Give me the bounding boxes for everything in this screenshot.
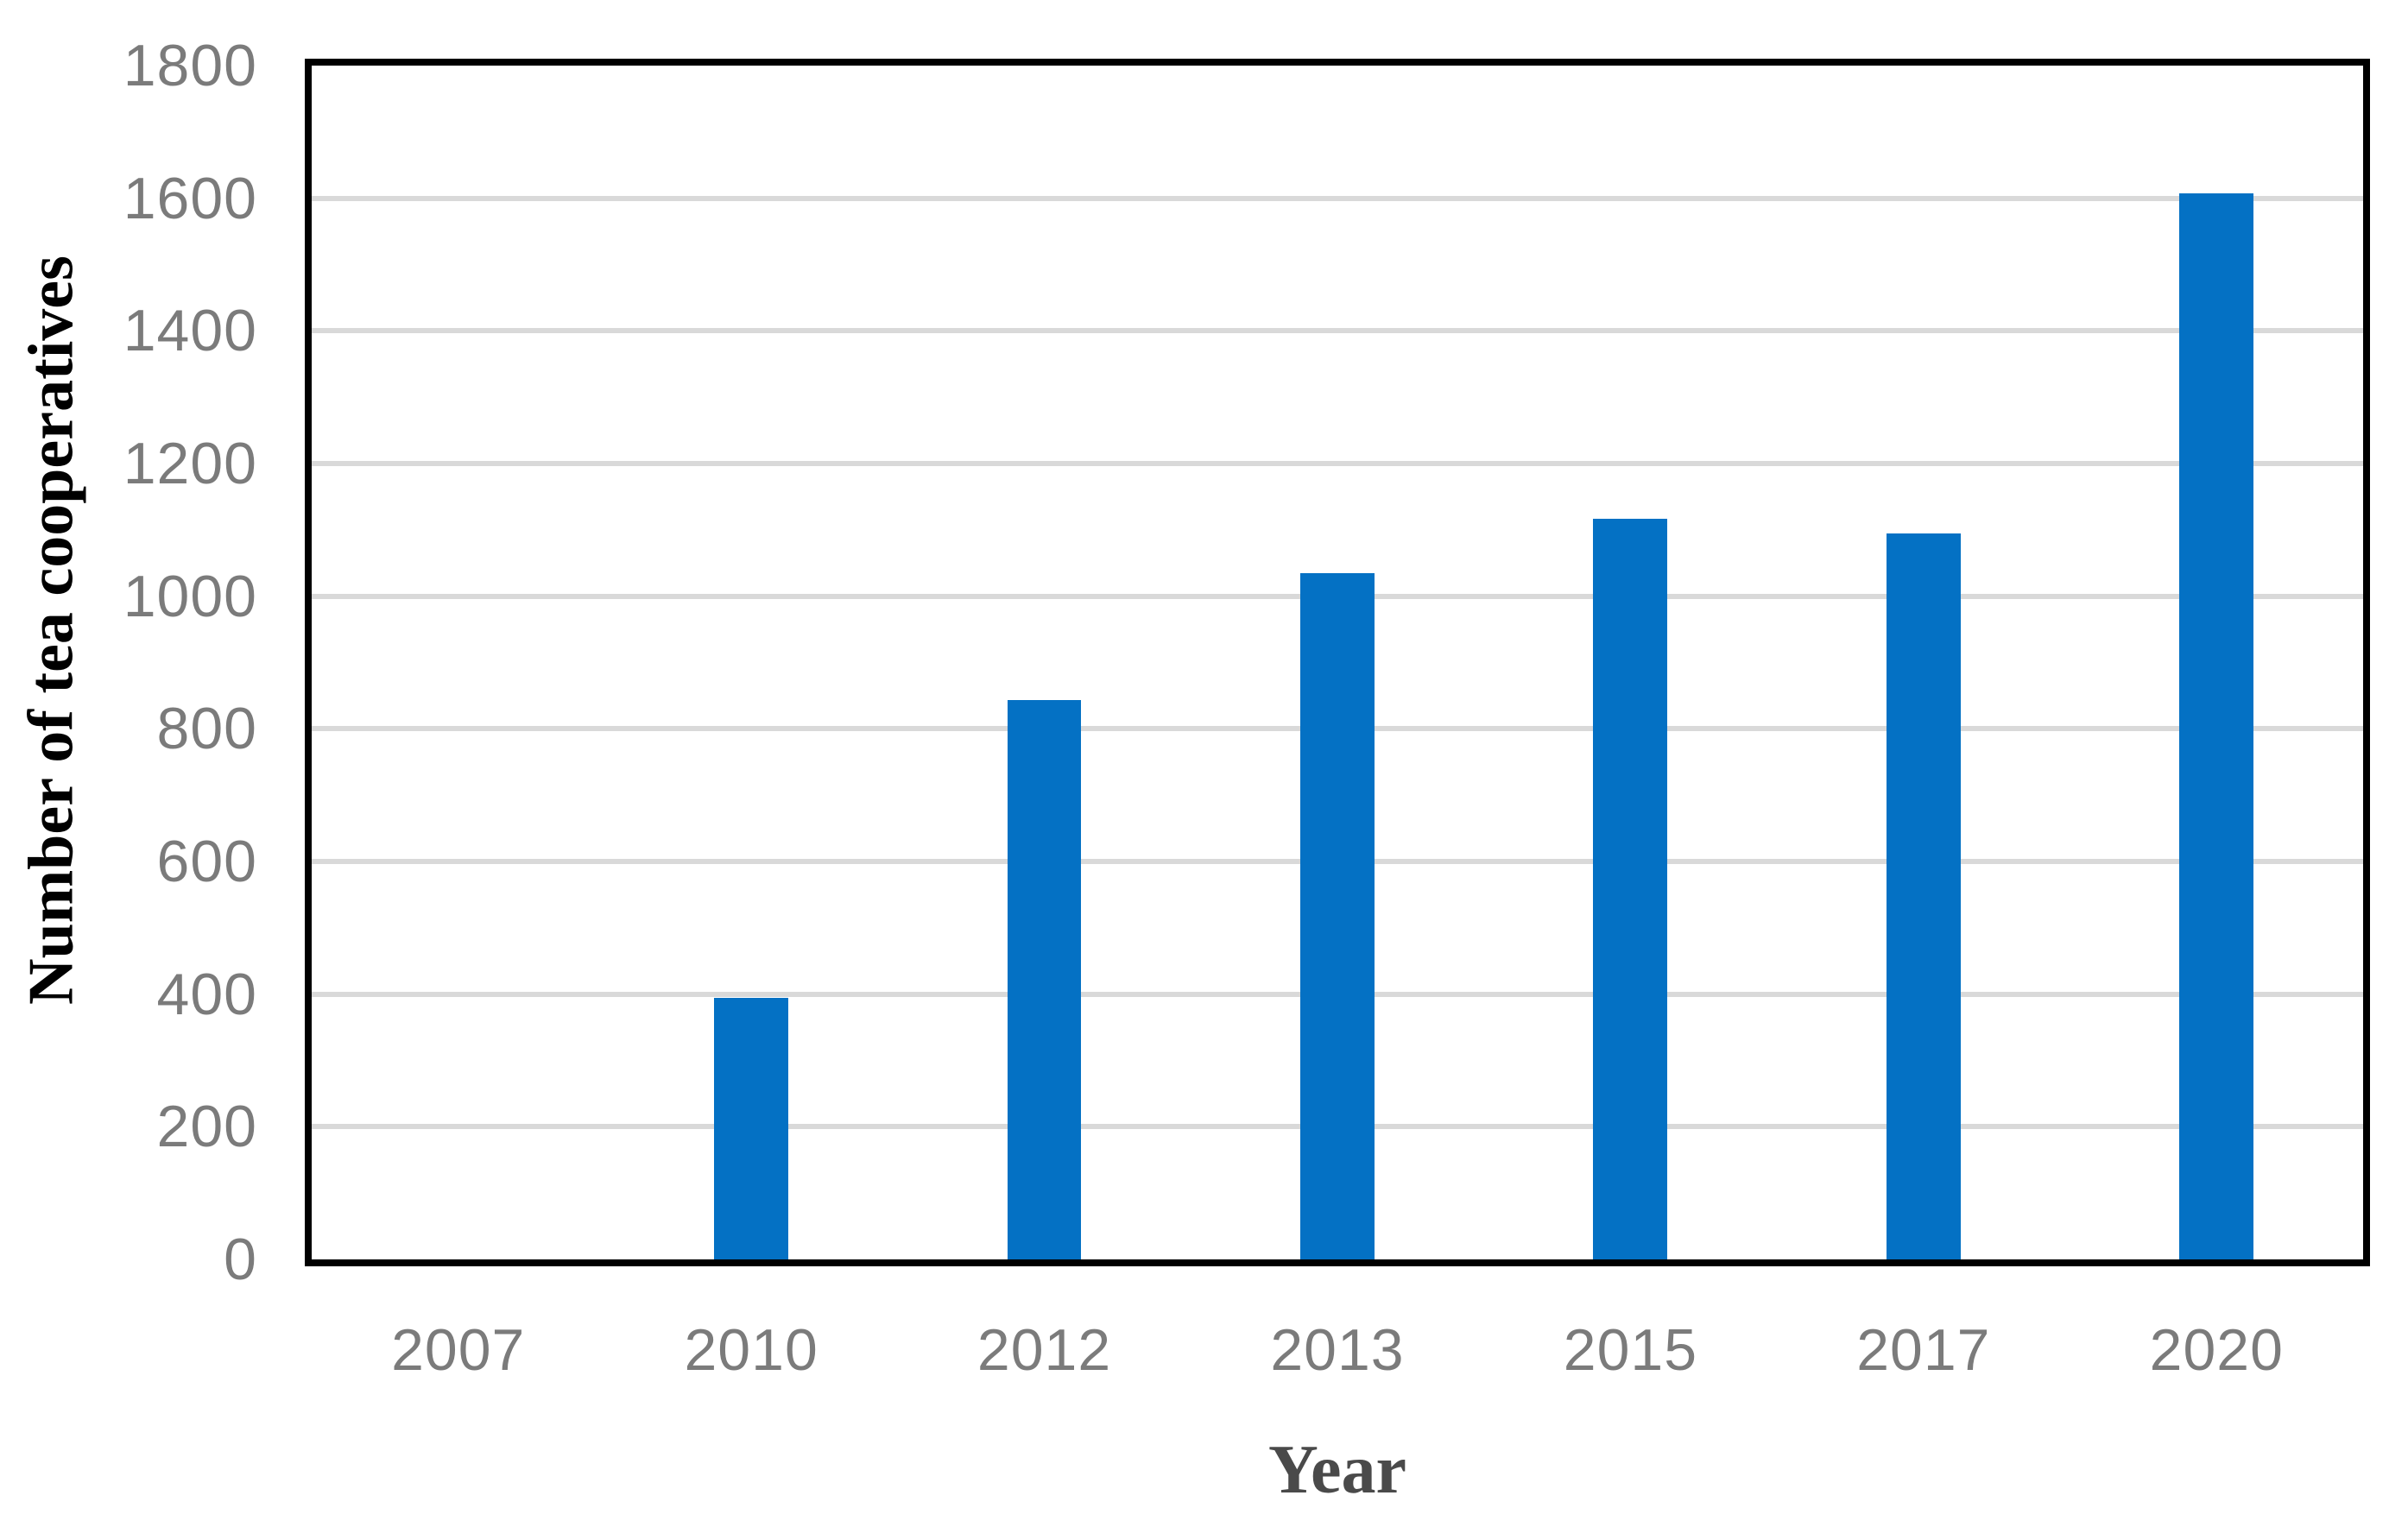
bar-2013 xyxy=(1300,572,1375,1259)
x-axis-title: Year xyxy=(1268,1432,1406,1508)
bar-slot-2013 xyxy=(1191,66,1483,1259)
y-tick-label-800: 800 xyxy=(156,696,257,762)
gridline-1400 xyxy=(312,328,2363,334)
plot-area xyxy=(305,59,2370,1266)
bar-slot-2010 xyxy=(604,66,897,1259)
y-tick-label-1200: 1200 xyxy=(123,431,257,496)
y-tick-label-1800: 1800 xyxy=(123,33,257,98)
x-tick-label-2013: 2013 xyxy=(1270,1317,1405,1383)
bars-layer xyxy=(312,66,2363,1259)
x-tick-label-2007: 2007 xyxy=(391,1317,526,1383)
y-tick-label-600: 600 xyxy=(156,829,257,894)
bar-slot-2007 xyxy=(312,66,604,1259)
bar-slot-2020 xyxy=(2070,66,2363,1259)
bar-slot-2015 xyxy=(1484,66,1777,1259)
x-tick-label-2015: 2015 xyxy=(1563,1317,1698,1383)
bar-2017 xyxy=(1886,533,1961,1259)
bar-slot-2017 xyxy=(1777,66,2070,1259)
gridline-1200 xyxy=(312,461,2363,467)
y-tick-label-1400: 1400 xyxy=(123,298,257,364)
bar-2010 xyxy=(714,997,789,1259)
x-tick-label-2012: 2012 xyxy=(976,1317,1112,1383)
y-tick-label-400: 400 xyxy=(156,961,257,1027)
gridline-1600 xyxy=(312,195,2363,201)
bar-2015 xyxy=(1593,518,1668,1259)
y-tick-label-200: 200 xyxy=(156,1094,257,1160)
x-tick-label-2017: 2017 xyxy=(1856,1317,1991,1383)
x-tick-label-2020: 2020 xyxy=(2149,1317,2284,1383)
bar-2012 xyxy=(1007,700,1082,1259)
y-tick-label-1000: 1000 xyxy=(123,563,257,629)
bar-2020 xyxy=(2179,193,2254,1259)
y-tick-label-1600: 1600 xyxy=(123,165,257,231)
x-tick-label-2010: 2010 xyxy=(684,1317,818,1383)
y-tick-label-0: 0 xyxy=(224,1227,257,1292)
bar-slot-2012 xyxy=(898,66,1191,1259)
